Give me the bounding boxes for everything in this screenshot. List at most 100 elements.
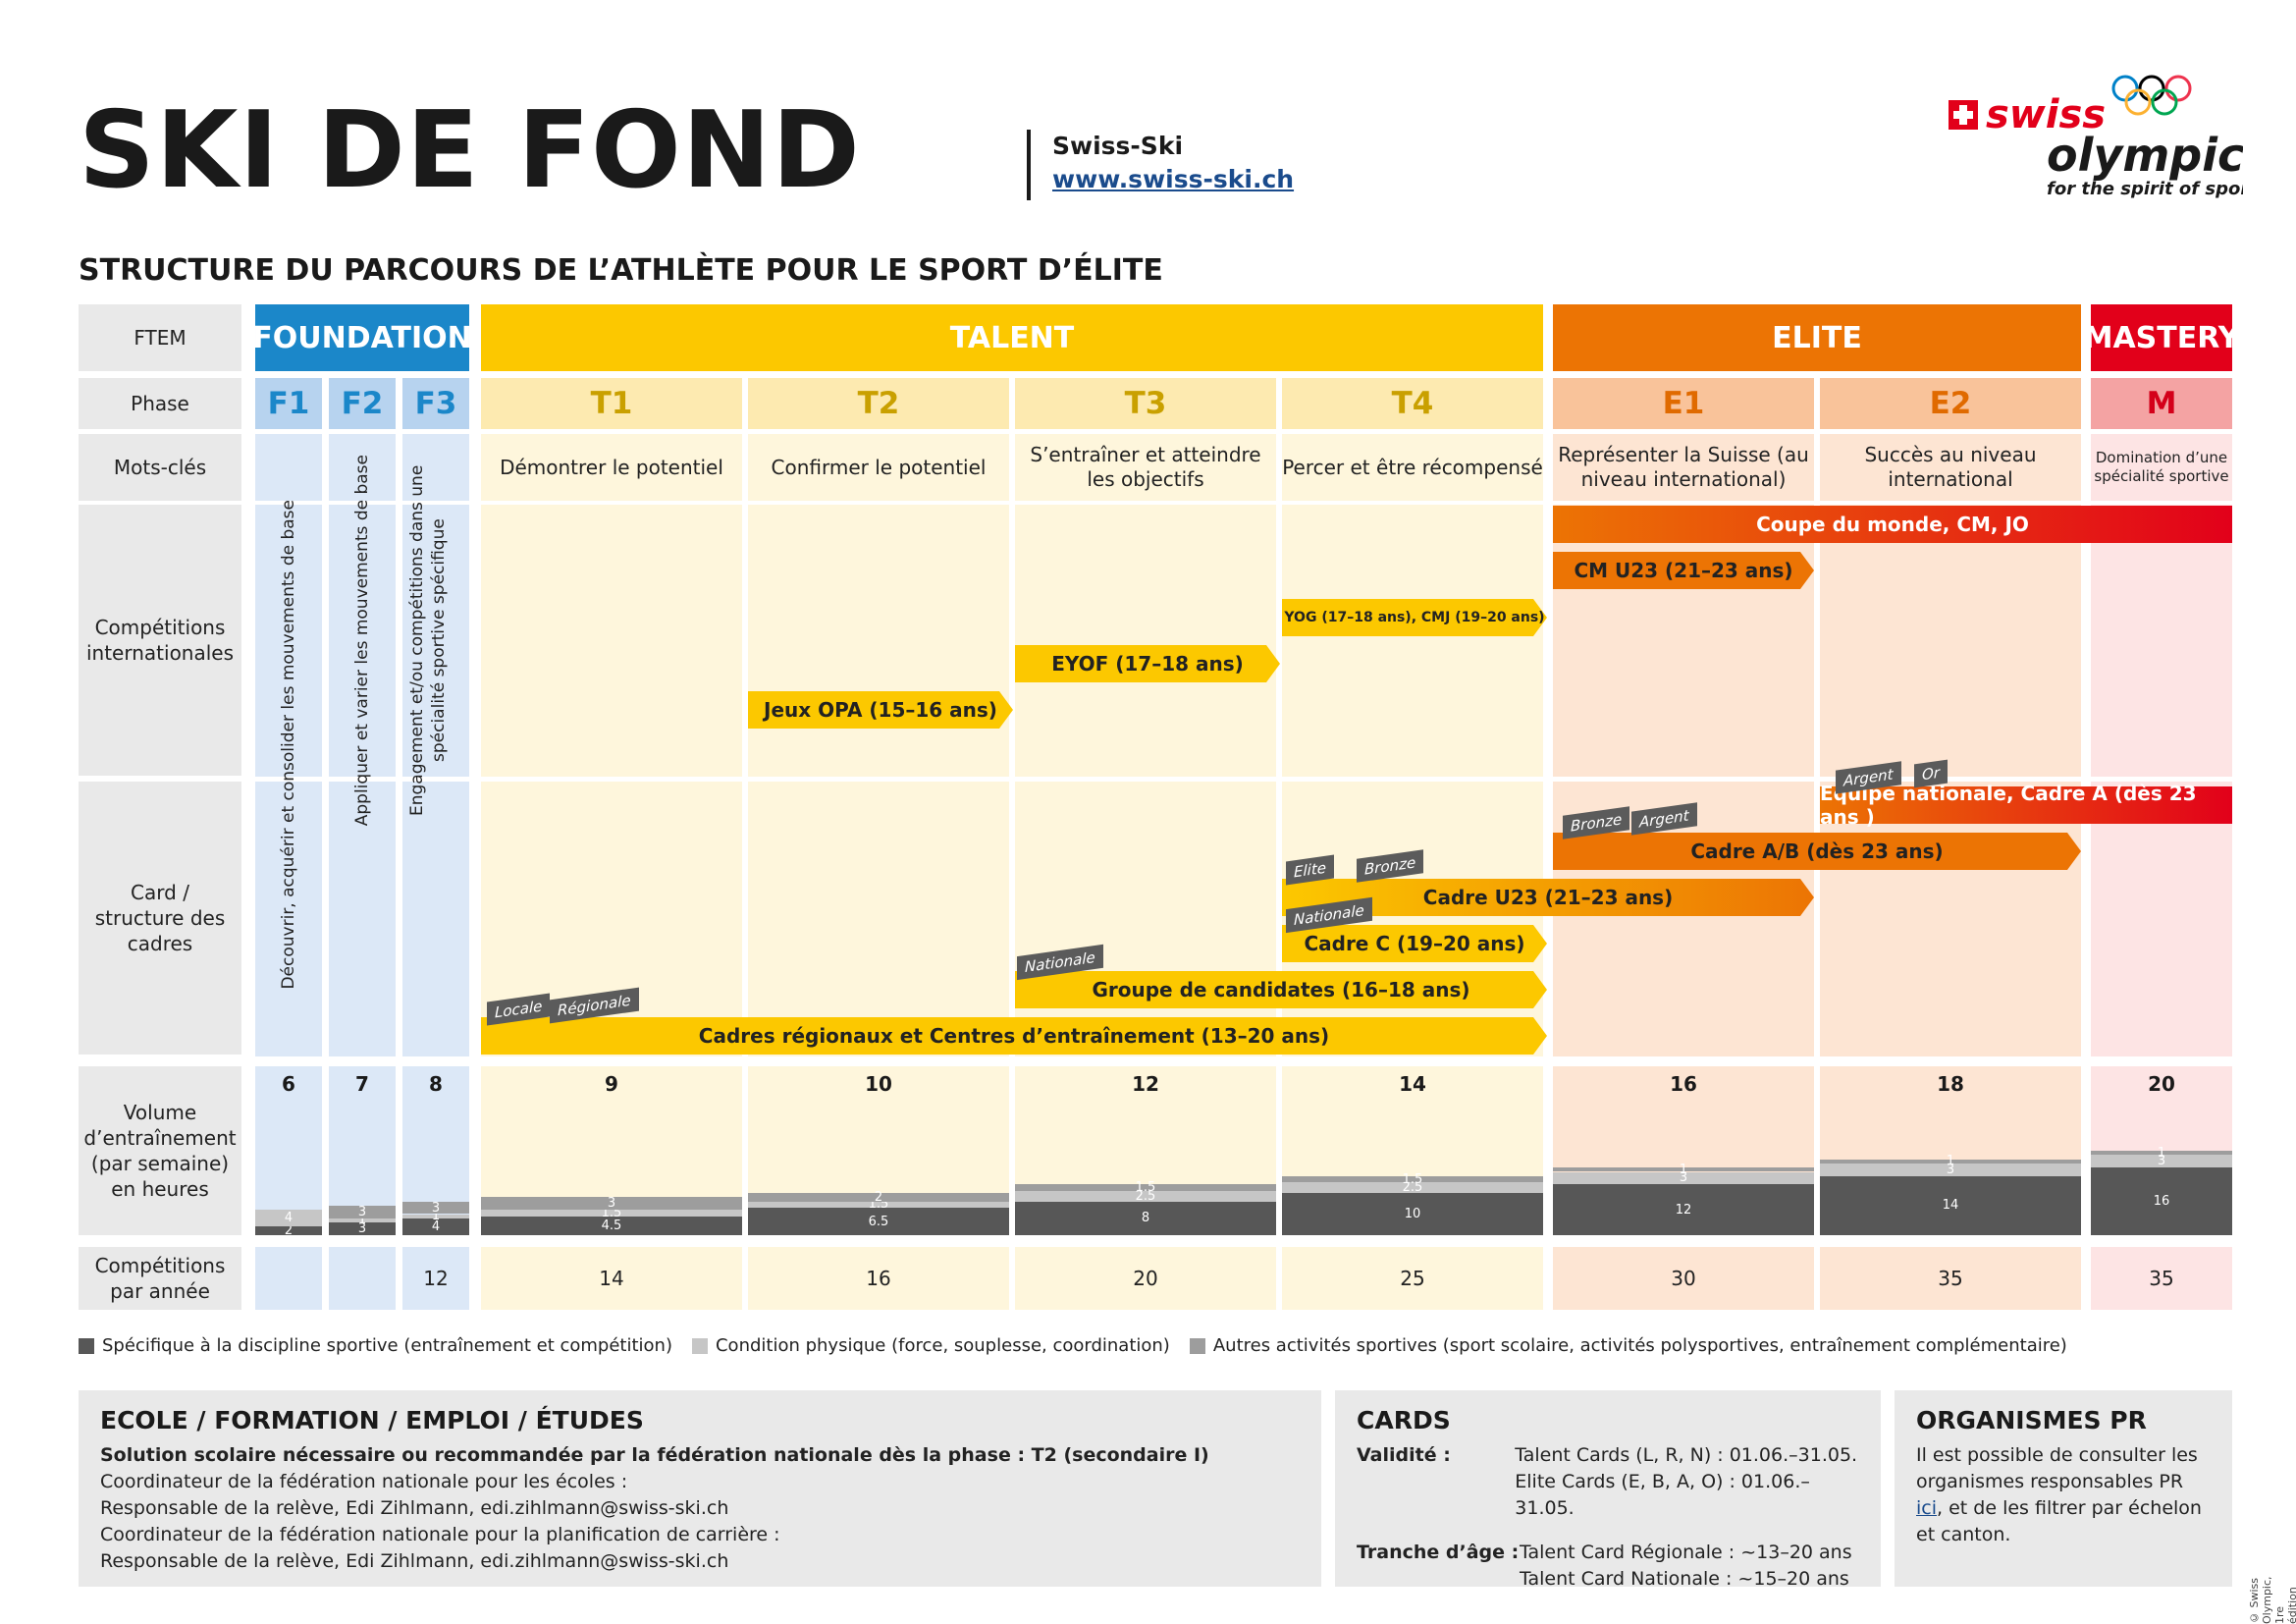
column-bg-f1 bbox=[255, 434, 322, 1310]
keyword-t1: Démontrer le potentiel bbox=[500, 455, 723, 479]
volume-seg-other: 3 bbox=[329, 1205, 396, 1219]
bar-eyof: EYOF (17–18 ans) bbox=[1015, 645, 1280, 682]
olympic-rings-icon: swiss olympic for the spirit of sport bbox=[1949, 75, 2259, 199]
ftem-foundation: FOUNDATION bbox=[252, 304, 472, 371]
row-label-intl: Compétitions internationales bbox=[79, 505, 241, 776]
volume-seg-specific: 8 bbox=[1015, 1201, 1276, 1235]
volume-seg-specific: 16 bbox=[2091, 1167, 2232, 1235]
keyword-e2: Succès au niveau international bbox=[1864, 443, 2037, 491]
legend-label: Condition physique (force, souplesse, co… bbox=[715, 1335, 1170, 1356]
volume-seg-specific: 2 bbox=[255, 1223, 322, 1238]
volume-total: 12 bbox=[1132, 1072, 1159, 1096]
volume-total: 20 bbox=[2148, 1072, 2175, 1096]
keyword-t3: S’entraîner et atteindre les objectifs bbox=[1030, 443, 1261, 491]
cards-validity-label: Validité : bbox=[1357, 1444, 1451, 1466]
phase-f3: F3 bbox=[402, 378, 469, 429]
competitions-count: 35 bbox=[2149, 1267, 2174, 1290]
cards-age-line: Talent Card Nationale : ~15–20 ans bbox=[1520, 1568, 1849, 1590]
cards-validity-line: Elite Cards (E, B, A, O) : 01.06.–31.05. bbox=[1515, 1471, 1810, 1519]
volume-seg-physical: 2.5 bbox=[1015, 1189, 1276, 1204]
column-bg-f3 bbox=[402, 434, 469, 1310]
volume-seg-specific: 6.5 bbox=[748, 1208, 1009, 1235]
org-url-link[interactable]: www.swiss-ski.ch bbox=[1052, 165, 1295, 193]
volume-seg-physical: 3 bbox=[2091, 1154, 2232, 1168]
legend-swatch bbox=[1189, 1337, 1205, 1354]
volume-seg-other: 3 bbox=[402, 1201, 469, 1216]
competitions-count: 14 bbox=[599, 1267, 624, 1290]
phase-f1: F1 bbox=[255, 378, 322, 429]
keyword-m: Domination d’une spécialité sportive bbox=[2094, 449, 2229, 485]
column-bg-t1 bbox=[481, 434, 742, 1310]
volume-seg-other: 1.5 bbox=[1282, 1172, 1543, 1187]
row-label-phase: Phase bbox=[79, 378, 241, 429]
bar-jeux-opa: Jeux OPA (15–16 ans) bbox=[748, 691, 1013, 729]
legend-swatch bbox=[691, 1337, 708, 1354]
pr-link[interactable]: ici bbox=[1916, 1497, 1938, 1519]
volume-seg-specific: 10 bbox=[1282, 1193, 1543, 1235]
volume-seg-physical: 3 bbox=[1820, 1163, 2081, 1177]
svg-text:swiss: swiss bbox=[1986, 92, 2106, 137]
bar-coupe-du-monde: Coupe du monde, CM, JO bbox=[1553, 506, 2232, 543]
page-title: SKI DE FOND bbox=[79, 89, 861, 212]
phase-t2: T2 bbox=[748, 378, 1009, 429]
row-label-competitions: Compétitions par année bbox=[79, 1247, 241, 1310]
cards-title: CARDS bbox=[1357, 1406, 1451, 1435]
keyword-f2: Appliquer et varier les mouvements de ba… bbox=[329, 434, 396, 846]
pr-box: ORGANISMES PR Il est possible de consult… bbox=[1895, 1390, 2232, 1587]
volume-seg-physical: 4 bbox=[255, 1210, 322, 1227]
phase-f2: F2 bbox=[329, 378, 396, 429]
separator bbox=[255, 1235, 2232, 1247]
bar-yog: YOG (17–18 ans), CMJ (19–20 ans) bbox=[1282, 599, 1547, 636]
volume-seg-specific: 14 bbox=[1820, 1175, 2081, 1235]
bar-cadres-regionaux: Cadres régionaux et Centres d’entraîneme… bbox=[481, 1017, 1547, 1055]
volume-seg-specific: 3 bbox=[329, 1221, 396, 1236]
school-box: ECOLE / FORMATION / EMPLOI / ÉTUDES Solu… bbox=[79, 1390, 1321, 1587]
tag-or: Or bbox=[1914, 759, 1948, 788]
volume-seg-specific: 12 bbox=[1553, 1184, 1814, 1235]
phase-e2: E2 bbox=[1820, 378, 2081, 429]
org-block: Swiss-Ski www.swiss-ski.ch bbox=[1027, 130, 1294, 200]
cards-age: Tranche d’âge : Talent Card Régionale : … bbox=[1357, 1540, 1859, 1593]
row-label-volume: Volume d’entraînement (par semaine) en h… bbox=[79, 1066, 241, 1235]
bar-cadre-c: Cadre C (19–20 ans) bbox=[1282, 925, 1547, 962]
column-bg-t2 bbox=[748, 434, 1009, 1310]
keyword-f3-text: Engagement et/ou compétitions dans une s… bbox=[407, 464, 449, 816]
phase-t3: T3 bbox=[1015, 378, 1276, 429]
competitions-count bbox=[329, 1247, 396, 1310]
volume-total: 7 bbox=[355, 1072, 369, 1096]
cards-age-line: Talent Card Régionale : ~13–20 ans bbox=[1520, 1542, 1852, 1563]
volume-total: 16 bbox=[1670, 1072, 1697, 1096]
volume-seg-physical: 3 bbox=[1553, 1170, 1814, 1185]
volume-total: 6 bbox=[282, 1072, 295, 1096]
volume-total: 9 bbox=[605, 1072, 618, 1096]
competitions-count: 30 bbox=[1671, 1267, 1696, 1290]
phase-e1: E1 bbox=[1553, 378, 1814, 429]
svg-text:olympic: olympic bbox=[2047, 129, 2243, 182]
keyword-t2: Confirmer le potentiel bbox=[771, 455, 987, 479]
volume-seg-other: 1 bbox=[1820, 1154, 2081, 1168]
bar-groupe-candidates: Groupe de candidates (16–18 ans) bbox=[1015, 971, 1547, 1008]
separator bbox=[255, 777, 2232, 782]
ftem-talent: TALENT bbox=[481, 304, 1543, 371]
cards-validity-line: Talent Cards (L, R, N) : 01.06.–31.05. bbox=[1515, 1444, 1858, 1466]
volume-seg-specific: 4.5 bbox=[481, 1216, 742, 1235]
volume-seg-other: 3 bbox=[481, 1196, 742, 1211]
volume-seg-physical: 1 bbox=[329, 1213, 396, 1227]
volume-seg-specific: 4 bbox=[402, 1218, 469, 1235]
row-label-ftem: FTEM bbox=[79, 304, 241, 371]
volume-total: 14 bbox=[1399, 1072, 1426, 1096]
volume-seg-other: 2 bbox=[748, 1190, 1009, 1205]
legend-item-specific: Spécifique à la discipline sportive (ent… bbox=[79, 1335, 672, 1356]
cards-box: CARDS Validité : Talent Cards (L, R, N) … bbox=[1335, 1390, 1881, 1590]
legend-swatch bbox=[79, 1337, 94, 1354]
legend-item-physical: Condition physique (force, souplesse, co… bbox=[691, 1335, 1170, 1356]
bar-cadre-ab: Cadre A/B (dès 23 ans) bbox=[1553, 833, 2081, 870]
competitions-count: 16 bbox=[866, 1267, 891, 1290]
legend-item-other: Autres activités sportives (sport scolai… bbox=[1189, 1335, 2067, 1356]
swiss-olympic-logo: swiss olympic for the spirit of sport bbox=[1949, 73, 2259, 200]
school-line: Responsable de la relève, Edi Zihlmann, … bbox=[100, 1497, 729, 1519]
copyright: © Swiss Olympic, 1re édition 2018 bbox=[2248, 1576, 2296, 1624]
school-line: Coordinateur de la fédération nationale … bbox=[100, 1524, 780, 1545]
competitions-count bbox=[255, 1247, 322, 1310]
ftem-elite: ELITE bbox=[1553, 304, 2081, 371]
